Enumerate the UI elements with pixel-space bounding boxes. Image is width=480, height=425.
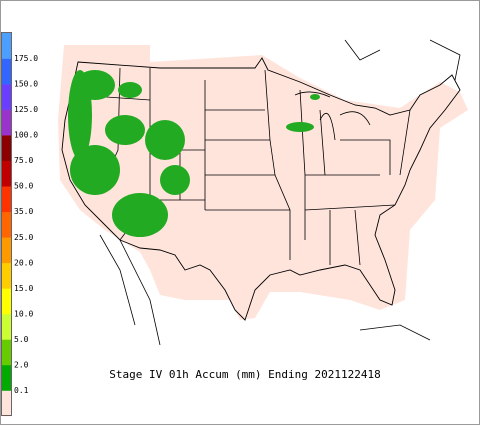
legend-label: 75.0: [14, 156, 33, 165]
legend-swatch: [2, 237, 11, 264]
legend-swatch: [2, 390, 11, 417]
legend-swatch: [2, 33, 11, 59]
map-title: Stage IV 01h Accum (mm) Ending 202112241…: [109, 368, 381, 381]
state-lines: [77, 67, 411, 266]
legend-label: 35.0: [14, 207, 33, 216]
legend-label: 125.0: [14, 105, 38, 114]
legend-label: 10.0: [14, 309, 33, 318]
legend-swatch: [2, 339, 11, 366]
legend-label: 0.1: [14, 386, 29, 395]
legend-swatch: [2, 58, 11, 85]
us-outline: [61, 57, 461, 321]
legend-swatch: [2, 364, 11, 391]
legend-label: 100.0: [14, 131, 38, 140]
precipitation: [68, 70, 320, 237]
legend-swatch: [2, 160, 11, 187]
canada-mexico-coasts: [99, 39, 461, 346]
legend-label: 175.0: [14, 54, 38, 63]
map: [58, 39, 468, 346]
legend-label: 15.0: [14, 284, 33, 293]
legend-swatch: [2, 135, 11, 161]
legend-label: 5.0: [14, 335, 29, 344]
legend-swatch: [2, 211, 11, 238]
legend-label: 25.0: [14, 233, 33, 242]
legend-swatch: [2, 313, 11, 340]
legend-label: 20.0: [14, 258, 33, 267]
legend-frame: [1, 32, 12, 416]
legend: 175.0 150.0 125.0 100.0 75.0 50.0 35.0 25.0 20.0…: [1, 32, 38, 417]
legend-swatch: [2, 84, 11, 110]
legend-label: 50.0: [14, 182, 33, 191]
legend-swatch: [2, 186, 11, 213]
legend-swatch: [2, 109, 11, 136]
legend-swatch: [2, 262, 11, 289]
legend-label: 150.0: [14, 80, 38, 89]
legend-label: 2.0: [14, 360, 29, 369]
legend-swatch: [2, 288, 11, 315]
analysis-domain: [58, 45, 468, 320]
